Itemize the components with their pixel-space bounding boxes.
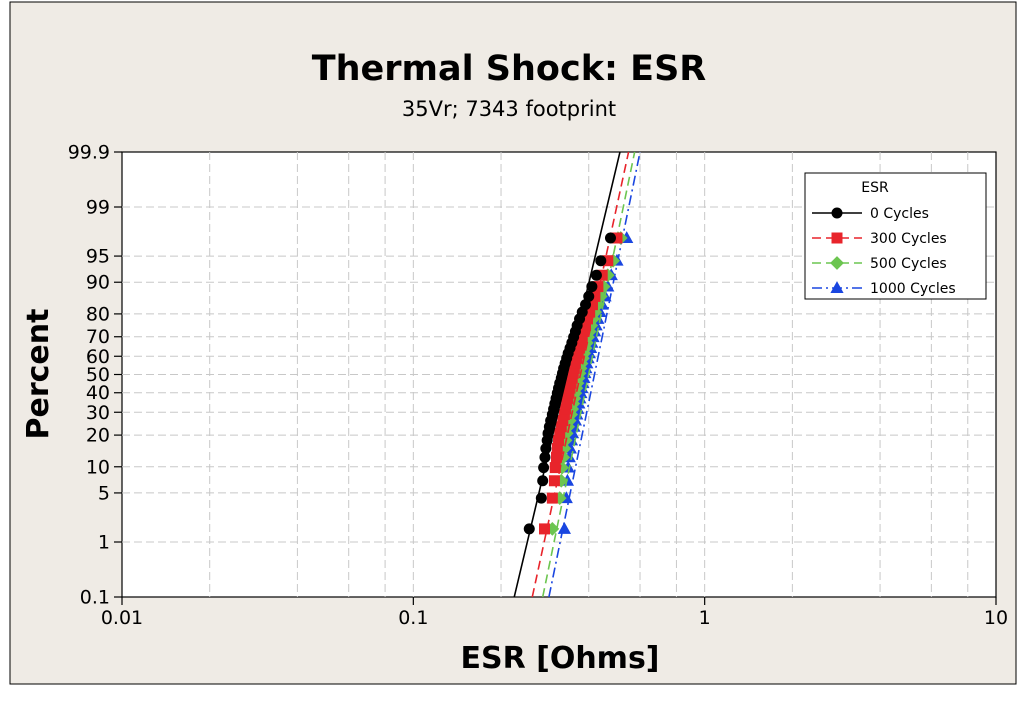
y-tick-label: 99 [86,197,110,219]
data-point [602,255,614,267]
data-point [557,522,571,534]
data-point [554,427,566,439]
legend-label: 0 Cycles [870,206,929,222]
legend-marker [831,207,843,219]
data-point [590,269,602,281]
data-point [537,475,549,487]
series-0-cycles [513,151,621,598]
data-point [580,299,592,311]
legend-label: 300 Cycles [870,231,947,247]
data-point [596,269,608,281]
legend-marker [831,232,843,244]
y-tick-label: 10 [86,456,110,478]
legend-title: ESR [861,180,889,196]
data-point [586,299,598,311]
data-point [575,337,587,349]
data-point [604,232,616,244]
legend-label: 500 Cycles [870,256,947,272]
legend-item: 0 Cycles [812,206,929,222]
y-tick-label: 90 [86,272,110,294]
data-point [583,290,595,302]
legend: ESR 0 Cycles 300 Cycles 500 Cycles 1000 Cyc… [804,172,987,300]
fit-line [541,151,636,598]
y-tick-label: 80 [86,303,110,325]
y-tick-label: 5 [98,482,110,504]
data-point [539,523,551,535]
data-point [557,415,569,427]
data-point [538,462,550,474]
data-point [589,290,601,302]
data-point [611,232,623,244]
data-point [586,281,598,293]
legend-item: 500 Cycles [812,256,947,272]
data-point [540,443,552,455]
data-point [550,451,562,463]
data-point [539,451,551,463]
data-point [592,281,604,293]
legend-items: 0 Cycles 300 Cycles 500 Cycles 1000 Cycles [812,206,956,297]
y-tick-label: 30 [86,402,110,424]
data-point [553,434,565,446]
data-point [578,325,590,337]
data-point [580,319,592,331]
x-tick-label: 10 [984,607,1008,629]
data-point [549,462,561,474]
y-tick-label: 1 [98,531,110,553]
legend-marker [830,256,844,270]
fit-line [531,151,630,598]
data-point [523,523,535,535]
legend-label: 1000 Cycles [870,281,956,297]
x-tick-label: 0.01 [101,607,143,629]
data-point [548,475,560,487]
chart-subtitle: 35Vr; 7343 footprint [402,97,616,121]
x-axis-label: ESR [Ohms] [460,641,659,676]
series-layer [513,151,641,598]
legend-marker [830,281,844,293]
y-tick-label: 60 [86,346,110,368]
data-point [558,409,570,421]
x-axis: 0.01 0.1 1 10 [101,597,1008,629]
series-300-cycles [531,151,630,598]
data-point [595,255,607,267]
y-tick-label: 20 [86,425,110,447]
y-tick-label: 50 [86,364,110,386]
data-point [535,492,547,504]
data-point [584,306,596,318]
y-tick-label: 99.9 [68,142,110,164]
y-tick-label: 95 [86,246,110,268]
data-point [576,331,588,343]
y-tick-label: 70 [86,326,110,348]
y-tick-label: 0.1 [80,587,110,609]
data-point [555,421,567,433]
legend-item: 1000 Cycles [812,281,956,297]
y-axis-label: Percent [21,309,56,440]
data-point [581,313,593,325]
x-tick-label: 0.1 [398,607,428,629]
data-point [551,443,563,455]
legend-item: 300 Cycles [812,231,947,247]
y-tick-label: 40 [86,382,110,404]
chart-title: Thermal Shock: ESR [312,49,707,89]
x-tick-label: 1 [699,607,711,629]
data-point [546,492,558,504]
